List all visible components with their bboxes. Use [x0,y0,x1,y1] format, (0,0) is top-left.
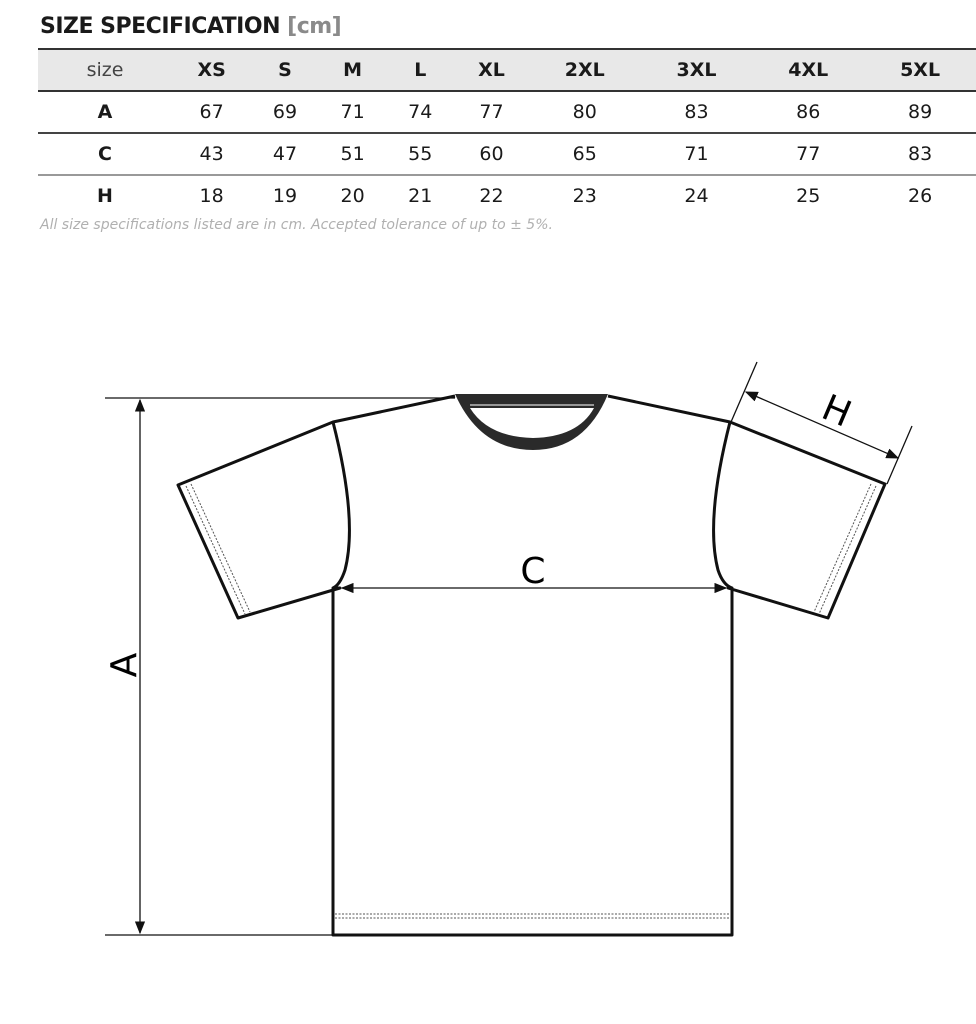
size-header: 5XL [864,48,976,92]
cell: 22 [479,185,504,207]
table-row: C 43 47 51 55 60 65 71 77 83 [38,133,976,176]
cell: 21 [408,185,433,207]
cell: 60 [454,133,529,176]
tolerance-note: All size specifications listed are in cm… [40,217,553,233]
size-table: size XS S M L XL 2XL 3XL 4XL 5XL A 67 69 71… [38,48,976,216]
cell: 71 [640,133,753,176]
size-header: M [318,48,387,92]
cell: 86 [752,91,865,134]
table-row: H 18 19 20 21 22 23 24 25 26 [38,175,976,216]
cell: 47 [251,133,319,176]
cell: 55 [386,133,455,176]
label-h: H [816,387,857,435]
size-header: L [386,48,455,92]
row-label: C [38,133,172,176]
cell: 51 [318,133,387,176]
size-header: S [251,48,319,92]
size-header: 4XL [752,48,865,92]
cell: 89 [864,91,976,134]
cell: 77 [454,91,529,134]
cell: 71 [318,91,387,134]
label-a: A [104,652,145,677]
row-label: A [38,91,172,134]
page-title: SIZE SPECIFICATION [cm] [40,14,342,39]
cell: 18 [199,185,224,207]
table-header: size XS S M L XL 2XL 3XL 4XL 5XL [38,48,976,92]
cell: 83 [864,133,976,176]
cell: 80 [528,91,641,134]
size-header: 3XL [640,48,753,92]
cell: 24 [684,185,709,207]
cell: 25 [796,185,821,207]
size-header: XS [172,48,252,92]
collar [455,394,608,450]
tshirt-outline [176,394,887,937]
cell: 19 [272,185,298,207]
dimension-h [744,391,900,459]
cell: 83 [640,91,753,134]
label-c: C [520,551,545,592]
cell: 77 [752,133,865,176]
cell: 23 [572,185,597,207]
cell: 20 [340,185,365,207]
size-header: XL [454,48,529,92]
size-header: 2XL [528,48,641,92]
header-label: size [38,48,172,92]
table-row: A 67 69 71 74 77 80 83 86 89 [38,91,976,134]
unit-label: [cm] [287,14,342,39]
cell: 43 [172,133,252,176]
title-text: SIZE SPECIFICATION [40,14,280,39]
cell: 67 [172,91,252,134]
dimension-lines [105,361,913,936]
cell: 65 [528,133,641,176]
stitching [185,483,877,919]
cell: 74 [386,91,455,134]
cell: 69 [251,91,319,134]
cell: 26 [907,185,933,207]
row-label: H [97,185,113,207]
